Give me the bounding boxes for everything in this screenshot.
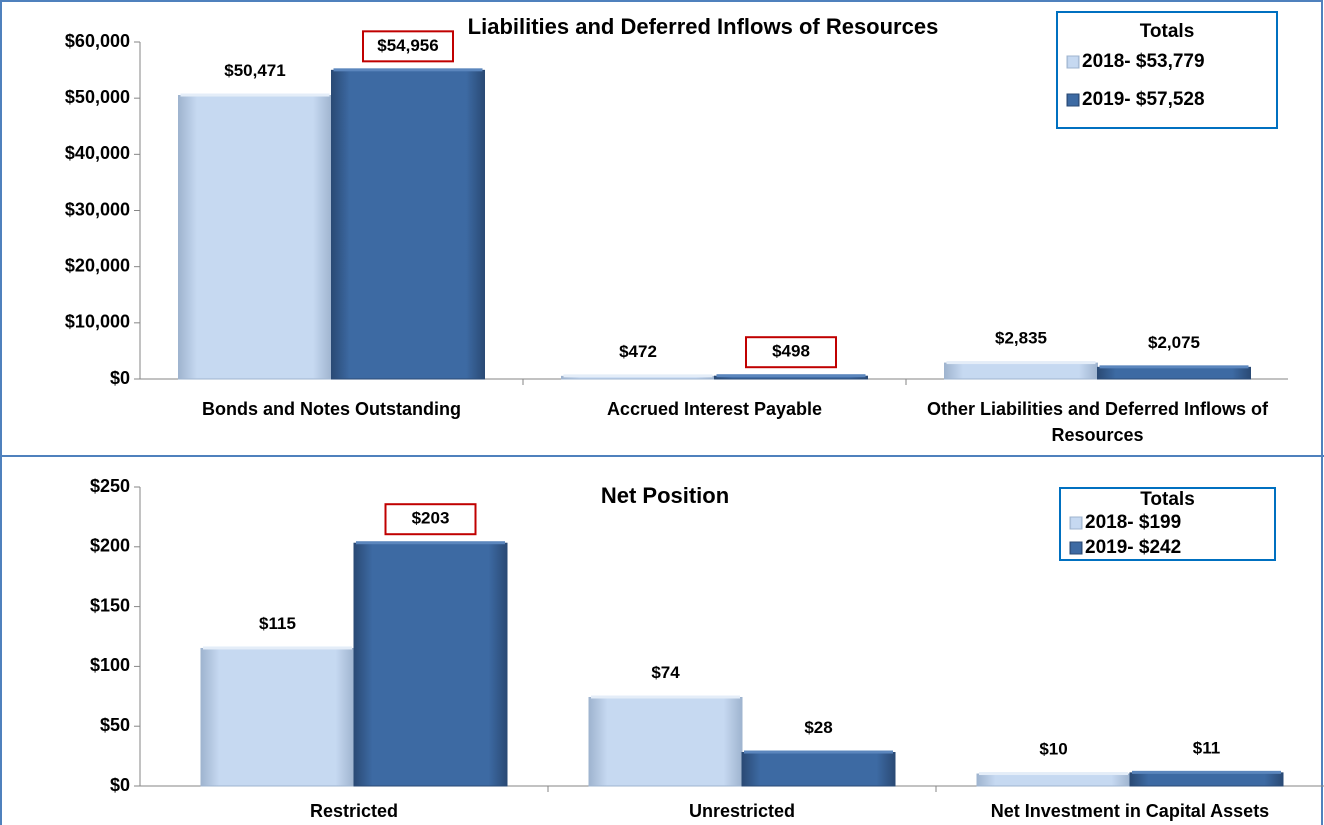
x-label-box: Accrued Interest Payable [606,399,823,419]
y-tick-label: $150 [90,595,130,615]
legend-box [1056,11,1278,129]
y-tick-label: $60,000 [65,31,130,51]
legend-title: Totals [1140,489,1195,510]
y-tick-label: $10,000 [65,312,130,332]
legend-swatch [1066,55,1080,69]
data-label: $472 [619,342,657,361]
legend-label: 2019- $57,528 [1082,89,1205,110]
x-label-box: Restricted [309,801,399,821]
x-tick-label: Other Liabilities and Deferred Inflows o… [926,399,1269,445]
bar-top [203,646,352,650]
legend-swatch [1069,541,1083,555]
y-tick-label: $30,000 [65,199,130,219]
legend-swatch [1069,516,1083,530]
bar-top [591,695,740,699]
bar [976,773,1131,787]
bar-top [716,374,866,378]
label-highlight [384,503,477,536]
data-label: $115 [259,614,296,633]
label-highlight [745,336,837,369]
bar [588,696,743,787]
x-label-box: Bonds and Notes Outstanding [202,399,461,419]
x-tick-label: Restricted [309,801,399,821]
data-label: $50,471 [224,61,285,80]
x-tick-label: Net Investment in Capital Assets [990,801,1270,821]
x-tick-label: Bonds and Notes Outstanding [202,399,461,419]
legend-title: Totals [1140,21,1195,42]
data-label: $54,956 [377,36,438,55]
data-label: $28 [804,718,832,737]
y-tick-label: $0 [110,775,130,795]
chart-title: Liabilities and Deferred Inflows of Reso… [468,14,939,39]
bar [331,69,485,380]
bar-top [356,541,505,545]
data-label: $10 [1039,740,1067,759]
bar [741,752,896,787]
data-label: $2,835 [995,329,1047,348]
chart-title: Net Position [601,483,729,508]
y-tick-label: $20,000 [65,255,130,275]
legend-swatch [1066,93,1080,107]
bar [353,542,508,787]
legend-label: 2019- $242 [1085,537,1181,558]
bar [178,95,332,380]
bar-top [946,361,1096,365]
legend-label: 2018- $199 [1085,512,1181,533]
data-label: $498 [772,342,810,361]
bar-top [744,750,893,754]
bar-top [180,93,330,97]
y-tick-label: $100 [90,655,130,675]
data-label: $203 [412,509,450,528]
bar [944,362,1098,380]
legend-box [1059,487,1276,561]
x-label-box: Net Investment in Capital Assets [990,801,1270,821]
y-tick-label: $250 [90,476,130,496]
bar-top [1099,365,1249,369]
data-label: $11 [1193,738,1220,757]
bar-top [563,374,713,378]
y-tick-label: $200 [90,536,130,556]
y-tick-label: $50,000 [65,87,130,107]
data-label: $74 [651,663,680,682]
legend-label: 2018- $53,779 [1082,51,1205,72]
bar [200,647,355,787]
data-label: $2,075 [1148,333,1200,352]
label-highlight [362,30,454,63]
x-tick-label: Unrestricted [688,801,796,821]
bar [1097,366,1251,380]
y-tick-label: $0 [110,368,130,388]
x-label-box: Unrestricted [688,801,796,821]
x-tick-label: Accrued Interest Payable [606,399,823,419]
x-label-box: Other Liabilities and Deferred Inflows o… [926,399,1269,445]
y-tick-label: $40,000 [65,143,130,163]
y-tick-label: $50 [100,715,130,735]
bar [1129,772,1284,787]
bar-top [1132,770,1281,774]
bar-top [333,68,483,72]
bar-top [979,772,1128,776]
